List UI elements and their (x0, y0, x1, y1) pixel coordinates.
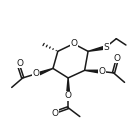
Polygon shape (88, 46, 106, 51)
Polygon shape (67, 78, 70, 94)
Text: O: O (33, 69, 40, 78)
Polygon shape (85, 70, 100, 73)
Text: O: O (98, 67, 105, 76)
Text: S: S (104, 43, 110, 52)
Text: O: O (113, 54, 120, 63)
Text: O: O (71, 39, 78, 48)
Text: O: O (16, 59, 23, 68)
Text: O: O (65, 91, 72, 100)
Text: O: O (52, 109, 59, 118)
Polygon shape (37, 68, 53, 75)
